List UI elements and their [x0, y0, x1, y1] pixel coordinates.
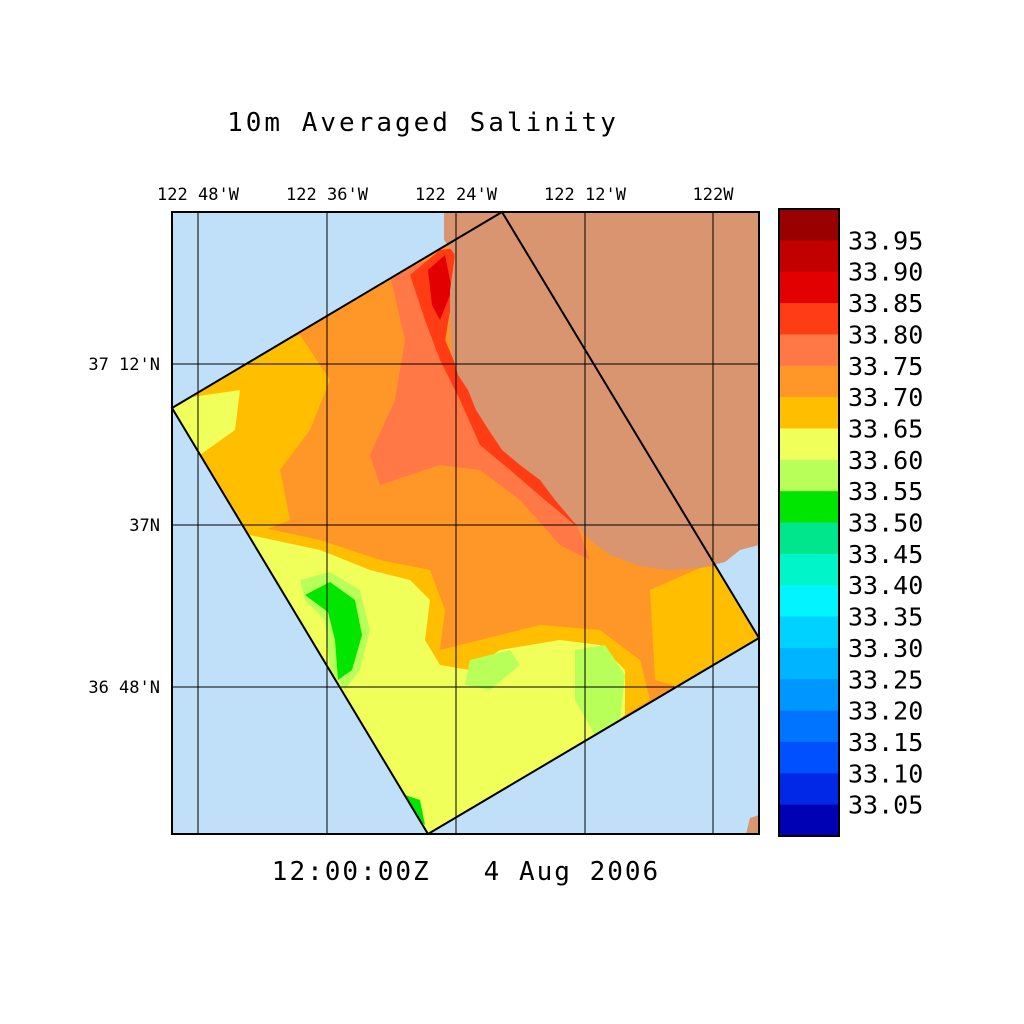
colorbar-label: 33.95	[848, 226, 923, 255]
salinity-region-33.50	[305, 582, 362, 680]
time-label: 12:00:00Z	[271, 857, 431, 887]
colorbar-swatch	[779, 397, 839, 429]
colorbar-label: 33.75	[848, 352, 923, 381]
colorbar-label: 33.70	[848, 383, 923, 412]
lat-lon-grid	[172, 212, 759, 834]
colorbar-label: 33.10	[848, 759, 923, 788]
colorbar-frame	[778, 208, 840, 837]
colorbar-swatch	[779, 804, 839, 837]
colorbar-swatch	[779, 271, 839, 304]
colorbar-label: 33.35	[848, 603, 923, 632]
lat-label: 36 48'N	[88, 678, 160, 698]
colorbar-swatch	[779, 522, 839, 555]
salinity-region-33.55-southeast	[575, 645, 625, 735]
plot-frame	[171, 211, 760, 835]
colorbar-swatch	[779, 647, 839, 680]
lat-label: 37N	[129, 516, 160, 536]
colorbar-label: 33.65	[848, 414, 923, 443]
coastline-land	[444, 212, 759, 570]
salinity-region-33.85	[428, 255, 452, 320]
date-label: 4 Aug 2006	[483, 857, 661, 887]
colorbar-label: 33.85	[848, 289, 923, 318]
colorbar-swatch	[779, 585, 839, 618]
colorbar-swatch	[779, 679, 839, 712]
colorbar-swatch	[779, 773, 839, 806]
colorbar-swatch	[779, 334, 839, 367]
land-islet	[746, 815, 759, 834]
colorbar-swatch	[779, 428, 839, 461]
colorbar-label: 33.20	[848, 697, 923, 726]
lon-label: 122 36'W	[286, 185, 369, 205]
colorbar-label: 33.50	[848, 509, 923, 538]
colorbar-swatch	[779, 491, 839, 523]
colorbar-swatch	[779, 240, 839, 273]
colorbar-swatch	[779, 459, 839, 492]
lat-label: 37 12'N	[88, 355, 160, 375]
map-title: 10m Averaged Salinity	[227, 108, 619, 138]
colorbar-label: 33.30	[848, 634, 923, 663]
colorbar-label: 33.45	[848, 540, 923, 569]
colorbar-swatch	[779, 303, 839, 335]
colorbar-label: 33.15	[848, 728, 923, 757]
salinity-region-33.55-south	[465, 650, 520, 690]
colorbar-label: 33.05	[848, 791, 923, 820]
colorbar-swatch	[779, 710, 839, 743]
colorbar-label: 33.60	[848, 446, 923, 475]
colorbar-label: 33.40	[848, 571, 923, 600]
lon-label: 122 24'W	[415, 185, 498, 205]
colorbar-label: 33.90	[848, 258, 923, 287]
timestamp-caption: 12:00:00Z 4 Aug 2006	[0, 857, 932, 887]
colorbar-swatch	[779, 365, 839, 398]
colorbar-swatch	[779, 616, 839, 649]
colorbar-label: 33.55	[848, 477, 923, 506]
colorbar-swatch	[779, 553, 839, 586]
colorbar-swatch	[779, 209, 839, 241]
lon-label: 122 12'W	[544, 185, 627, 205]
colorbar-label: 33.25	[848, 665, 923, 694]
lon-label: 122 48'W	[157, 185, 240, 205]
colorbar-swatch	[779, 741, 839, 774]
colorbar-label: 33.80	[848, 320, 923, 349]
lon-label: 122W	[693, 185, 735, 205]
